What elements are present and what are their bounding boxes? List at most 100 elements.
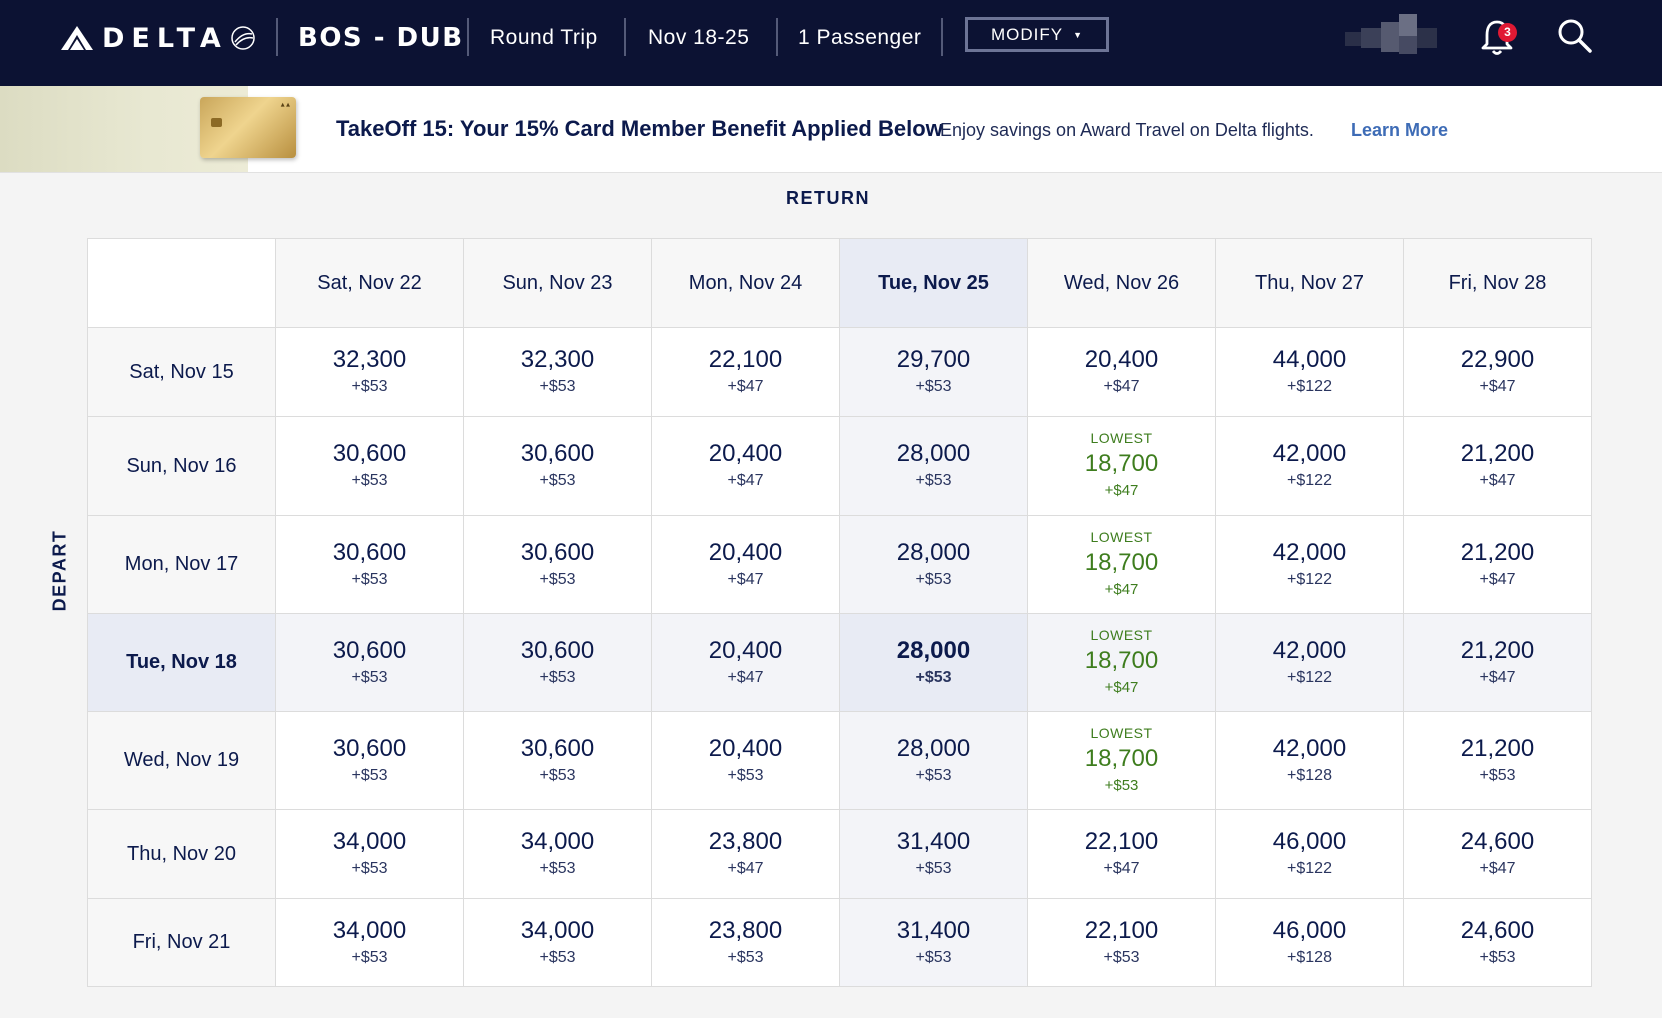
fare-cell[interactable]: 21,200 +$47 xyxy=(1403,515,1592,614)
fare-cell[interactable]: 31,400 +$53 xyxy=(839,898,1028,987)
fare-cell-selected[interactable]: 28,000 +$53 xyxy=(839,613,1028,712)
lowest-fare-tag: LOWEST xyxy=(1090,528,1153,545)
fare-cell-lowest[interactable]: LOWEST 18,700 +$47 xyxy=(1027,613,1216,712)
fare-cell[interactable]: 23,800 +$53 xyxy=(651,898,840,987)
fare-cell[interactable]: 22,100 +$47 xyxy=(1027,809,1216,899)
fare-cell[interactable]: 34,000 +$53 xyxy=(463,809,652,899)
fare-cell[interactable]: 46,000 +$128 xyxy=(1215,898,1404,987)
depart-date-row: Wed, Nov 19 30,600 +$53 30,600 +$53 20,400 +$5… xyxy=(87,711,1592,810)
fare-cell[interactable]: 21,200 +$53 xyxy=(1403,711,1592,810)
fare-fee: +$47 xyxy=(1479,860,1516,877)
fare-cell[interactable]: 34,000 +$53 xyxy=(275,809,464,899)
fare-cell[interactable]: 30,600 +$53 xyxy=(463,416,652,516)
fare-cell[interactable]: 30,600 +$53 xyxy=(275,515,464,614)
fare-miles: 28,000 xyxy=(896,440,971,467)
fare-miles: 21,200 xyxy=(1460,538,1535,566)
fare-cell[interactable]: 22,900 +$47 xyxy=(1403,327,1592,417)
fare-cell[interactable]: 31,400 +$53 xyxy=(839,809,1028,899)
return-date-header: Sun, Nov 23 xyxy=(463,238,652,328)
user-account-blurred[interactable] xyxy=(1345,14,1437,58)
fare-fee: +$122 xyxy=(1287,472,1332,489)
search-icon[interactable] xyxy=(1555,16,1595,56)
fare-fee: +$47 xyxy=(727,472,764,489)
fare-miles: 22,900 xyxy=(1460,346,1535,373)
fare-cell[interactable]: 46,000 +$122 xyxy=(1215,809,1404,899)
fare-cell[interactable]: 42,000 +$122 xyxy=(1215,416,1404,516)
passenger-count: 1 Passenger xyxy=(798,26,922,49)
fare-cell[interactable]: 32,300 +$53 xyxy=(275,327,464,417)
fare-cell[interactable]: 42,000 +$122 xyxy=(1215,515,1404,614)
fare-fee: +$53 xyxy=(915,570,952,588)
fare-cell[interactable]: 22,100 +$47 xyxy=(651,327,840,417)
fare-miles: 44,000 xyxy=(1272,346,1347,373)
fare-cell[interactable]: 30,600 +$53 xyxy=(275,711,464,810)
fare-fee: +$53 xyxy=(539,668,576,686)
fare-cell[interactable]: 24,600 +$53 xyxy=(1403,898,1592,987)
fare-cell[interactable]: 24,600 +$47 xyxy=(1403,809,1592,899)
fare-miles: 34,000 xyxy=(332,916,407,944)
fare-cell[interactable]: 32,300 +$53 xyxy=(463,327,652,417)
depart-date-row: Mon, Nov 17 30,600 +$53 30,600 +$53 20,400 +$4… xyxy=(87,515,1592,614)
fare-cell[interactable]: 28,000 +$53 xyxy=(839,711,1028,810)
fare-cell-lowest[interactable]: LOWEST 18,700 +$47 xyxy=(1027,515,1216,614)
fare-cell-lowest[interactable]: LOWEST 18,700 +$47 xyxy=(1027,416,1216,516)
fare-cell[interactable]: 20,400 +$47 xyxy=(651,416,840,516)
return-date-header-selected: Tue, Nov 25 xyxy=(839,238,1028,328)
modify-button-label: MODIFY xyxy=(990,24,1064,44)
fare-miles: 29,700 xyxy=(896,346,971,373)
fare-cell[interactable]: 23,800 +$47 xyxy=(651,809,840,899)
fare-cell[interactable]: 21,200 +$47 xyxy=(1403,416,1592,516)
fare-cell[interactable]: 34,000 +$53 xyxy=(275,898,464,987)
fare-fee: +$53 xyxy=(915,472,952,489)
fare-calendar-grid: Sat, Nov 22 Sun, Nov 23 Mon, Nov 24 Tue,… xyxy=(87,238,1592,987)
fare-fee: +$53 xyxy=(539,860,576,877)
fare-cell[interactable]: 21,200 +$47 xyxy=(1403,613,1592,712)
fare-cell[interactable]: 30,600 +$53 xyxy=(275,416,464,516)
fare-fee: +$53 xyxy=(915,378,952,395)
fare-cell[interactable]: 28,000 +$53 xyxy=(839,416,1028,516)
fare-cell[interactable]: 42,000 +$128 xyxy=(1215,711,1404,810)
fare-miles: 18,700 xyxy=(1084,548,1159,576)
fare-cell[interactable]: 30,600 +$53 xyxy=(463,613,652,712)
fare-cell[interactable]: 34,000 +$53 xyxy=(463,898,652,987)
fare-cell[interactable]: 28,000 +$53 xyxy=(839,515,1028,614)
fare-miles: 46,000 xyxy=(1272,916,1347,944)
modify-button[interactable]: MODIFY ▼ xyxy=(965,17,1109,52)
depart-date-header-selected: Tue, Nov 18 xyxy=(87,613,276,712)
lowest-fare-tag: LOWEST xyxy=(1090,626,1153,643)
fare-miles: 21,200 xyxy=(1460,440,1535,467)
fare-cell[interactable]: 30,600 +$53 xyxy=(463,515,652,614)
fare-cell[interactable]: 20,400 +$53 xyxy=(651,711,840,810)
return-date-header: Sat, Nov 22 xyxy=(275,238,464,328)
fare-fee: +$122 xyxy=(1287,570,1332,588)
fare-fee: +$122 xyxy=(1287,378,1332,395)
fare-miles: 18,700 xyxy=(1084,450,1159,477)
fare-cell[interactable]: 42,000 +$122 xyxy=(1215,613,1404,712)
return-date-header: Wed, Nov 26 xyxy=(1027,238,1216,328)
fare-cell-lowest[interactable]: LOWEST 18,700 +$53 xyxy=(1027,711,1216,810)
fare-cell[interactable]: 30,600 +$53 xyxy=(275,613,464,712)
fare-fee: +$47 xyxy=(727,668,764,686)
fare-miles: 22,100 xyxy=(708,346,783,373)
header-divider xyxy=(624,18,626,56)
fare-miles: 34,000 xyxy=(332,828,407,855)
fare-cell[interactable]: 22,100 +$53 xyxy=(1027,898,1216,987)
fare-miles: 28,000 xyxy=(896,734,971,762)
learn-more-link[interactable]: Learn More xyxy=(1351,120,1449,140)
fare-cell[interactable]: 29,700 +$53 xyxy=(839,327,1028,417)
depart-date-header: Thu, Nov 20 xyxy=(87,809,276,899)
lowest-fare-tag: LOWEST xyxy=(1090,724,1153,741)
fare-cell[interactable]: 20,400 +$47 xyxy=(651,515,840,614)
fare-cell[interactable]: 20,400 +$47 xyxy=(651,613,840,712)
fare-miles: 21,200 xyxy=(1460,734,1535,762)
brand-name: DELTA xyxy=(102,22,228,54)
fare-miles: 20,400 xyxy=(708,538,783,566)
fare-cell[interactable]: 44,000 +$122 xyxy=(1215,327,1404,417)
fare-miles: 20,400 xyxy=(708,734,783,762)
fare-fee: +$53 xyxy=(727,766,764,784)
fare-fee: +$53 xyxy=(915,860,952,877)
delta-logo[interactable]: DELTA xyxy=(60,18,256,58)
fare-cell[interactable]: 20,400 +$47 xyxy=(1027,327,1216,417)
fare-fee: +$53 xyxy=(351,766,388,784)
fare-cell[interactable]: 30,600 +$53 xyxy=(463,711,652,810)
